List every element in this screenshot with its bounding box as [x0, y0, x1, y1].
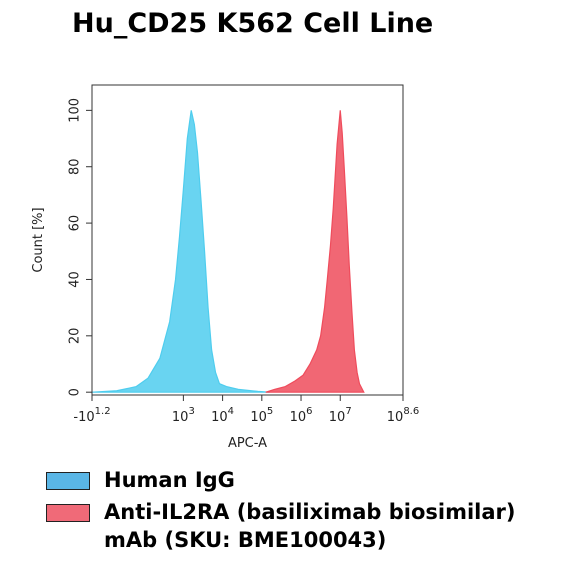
x-tick-base: 10	[250, 410, 267, 425]
legend-item: Human IgG	[46, 466, 546, 494]
x-tick-base: 10	[387, 410, 404, 425]
y-tick-label: 80	[68, 158, 83, 175]
x-tick-base: 10	[211, 410, 228, 425]
x-tick-base: -10	[73, 410, 94, 425]
x-tick-label: 107	[329, 406, 352, 425]
x-tick-label: 108.6	[387, 406, 419, 425]
x-tick-exponent: 3	[188, 406, 194, 417]
legend-swatch	[46, 472, 90, 490]
y-tick-label: 0	[68, 388, 83, 396]
y-axis-label: Count [%]	[31, 207, 46, 272]
x-tick-label: 105	[250, 406, 273, 425]
x-tick-exponent: 4	[228, 406, 234, 417]
x-tick-exponent: 7	[345, 406, 351, 417]
plot-frame	[91, 84, 404, 396]
legend-label: Human IgG	[104, 468, 235, 492]
histogram-area	[265, 110, 365, 393]
x-tick-exponent: 8.6	[403, 406, 419, 417]
x-tick-base: 10	[172, 410, 189, 425]
y-tick-label: 20	[68, 328, 83, 345]
y-tick-label: 100	[68, 98, 83, 123]
histogram-area	[91, 110, 270, 393]
y-tick-label: 40	[68, 271, 83, 288]
x-tick-exponent: 5	[267, 406, 273, 417]
x-tick-label: 104	[211, 406, 234, 425]
x-tick-label: -101.2	[73, 406, 110, 425]
x-axis-label: APC-A	[228, 436, 267, 451]
y-tick-label: 60	[68, 215, 83, 232]
legend: Human IgG Anti-IL2RA (basiliximab biosimi…	[46, 466, 546, 558]
x-tick-exponent: 1.2	[95, 406, 111, 417]
x-tick-base: 10	[329, 410, 346, 425]
x-tick-base: 10	[290, 410, 307, 425]
legend-swatch	[46, 504, 90, 522]
legend-item: Anti-IL2RA (basiliximab biosimilar) mAb …	[46, 498, 546, 554]
legend-label: Anti-IL2RA (basiliximab biosimilar) mAb …	[104, 500, 516, 552]
x-tick-label: 106	[290, 406, 313, 425]
x-tick-exponent: 6	[306, 406, 312, 417]
chart-title: Hu_CD25 K562 Cell Line	[72, 8, 434, 39]
x-tick-label: 103	[172, 406, 195, 425]
